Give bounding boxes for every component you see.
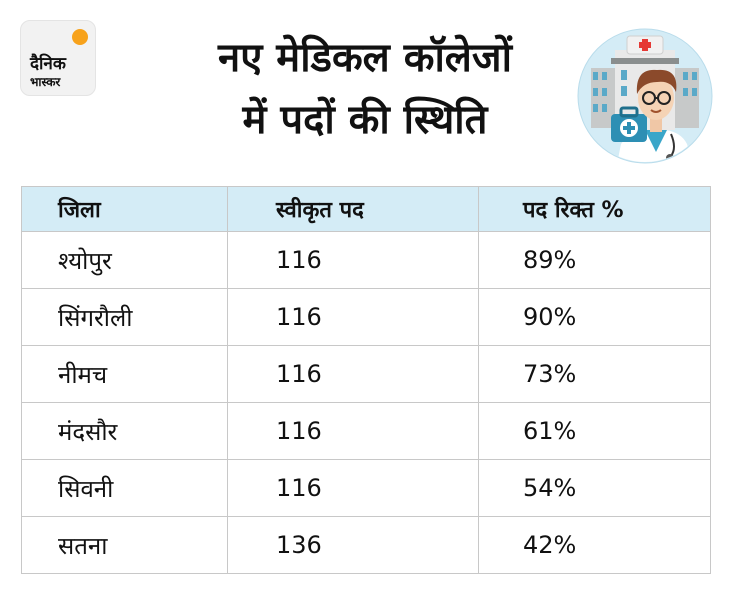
- sanctioned-posts-cell: 116: [227, 231, 479, 289]
- sanctioned-posts-cell: 136: [227, 516, 479, 574]
- district-cell: श्योपुर: [21, 231, 228, 289]
- table-row: श्योपुर 116 89%: [21, 231, 711, 289]
- vacant-percent-cell: 54%: [478, 459, 711, 517]
- district-cell: सतना: [21, 516, 228, 574]
- hospital-doctor-icon: [577, 28, 713, 164]
- column-header-vacant-percent: पद रिक्त %: [478, 186, 711, 232]
- table-row: मंदसौर 116 61%: [21, 402, 711, 460]
- table-row: नीमच 116 73%: [21, 345, 711, 403]
- column-header-district: जिला: [21, 186, 228, 232]
- brand-logo: दैनिक भास्कर: [20, 20, 96, 96]
- district-cell: सिंगरौली: [21, 288, 228, 346]
- district-cell: सिवनी: [21, 459, 228, 517]
- table-row: सिंगरौली 116 90%: [21, 288, 711, 346]
- vacant-percent-cell: 89%: [478, 231, 711, 289]
- brand-name-line2: भास्कर: [30, 75, 61, 89]
- vacant-percent-cell: 73%: [478, 345, 711, 403]
- sanctioned-posts-cell: 116: [227, 402, 479, 460]
- table-row: सिवनी 116 54%: [21, 459, 711, 517]
- district-cell: नीमच: [21, 345, 228, 403]
- sanctioned-posts-cell: 116: [227, 345, 479, 403]
- sanctioned-posts-cell: 116: [227, 459, 479, 517]
- sun-icon: [72, 29, 88, 45]
- table-row: सतना 136 42%: [21, 516, 711, 574]
- column-header-sanctioned-posts: स्वीकृत पद: [227, 186, 479, 232]
- sanctioned-posts-cell: 116: [227, 288, 479, 346]
- vacant-percent-cell: 61%: [478, 402, 711, 460]
- page-title-line1: नए मेडिकल कॉलेजों: [218, 35, 512, 81]
- vacancy-table: जिला स्वीकृत पद पद रिक्त % श्योपुर 116 8…: [21, 186, 711, 574]
- district-cell: मंदसौर: [21, 402, 228, 460]
- vacant-percent-cell: 42%: [478, 516, 711, 574]
- page-title-line2: में पदों की स्थिति: [242, 97, 488, 143]
- brand-name-line1: दैनिक: [30, 54, 66, 74]
- vacant-percent-cell: 90%: [478, 288, 711, 346]
- table-header-row: जिला स्वीकृत पद पद रिक्त %: [21, 186, 711, 232]
